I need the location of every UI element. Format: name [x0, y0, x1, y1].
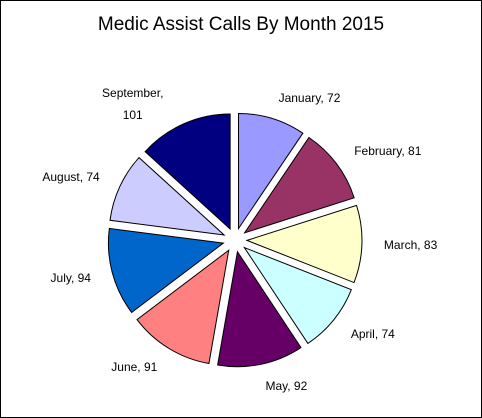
pie-slice	[238, 113, 304, 231]
slice-label: September, 101	[102, 85, 164, 122]
slice-label: April, 74	[350, 326, 395, 341]
pie-slice	[245, 204, 363, 284]
slice-label: January, 72	[278, 90, 341, 105]
pie-slice	[107, 227, 225, 314]
pie-slice	[217, 250, 302, 368]
slice-label: June, 91	[111, 360, 158, 375]
slice-label: August, 74	[42, 170, 100, 185]
chart-title: Medic Assist Calls By Month 2015	[97, 14, 385, 35]
slice-label: July, 94	[50, 271, 91, 286]
pie-slice	[109, 156, 226, 236]
slice-label: May, 92	[265, 378, 308, 393]
pie-slice	[243, 136, 355, 234]
slice-label: March, 83	[383, 237, 438, 252]
pie-slice	[136, 249, 230, 365]
pie-slice	[144, 113, 231, 231]
pie-slice	[243, 246, 352, 345]
slice-label: February, 81	[354, 143, 422, 158]
